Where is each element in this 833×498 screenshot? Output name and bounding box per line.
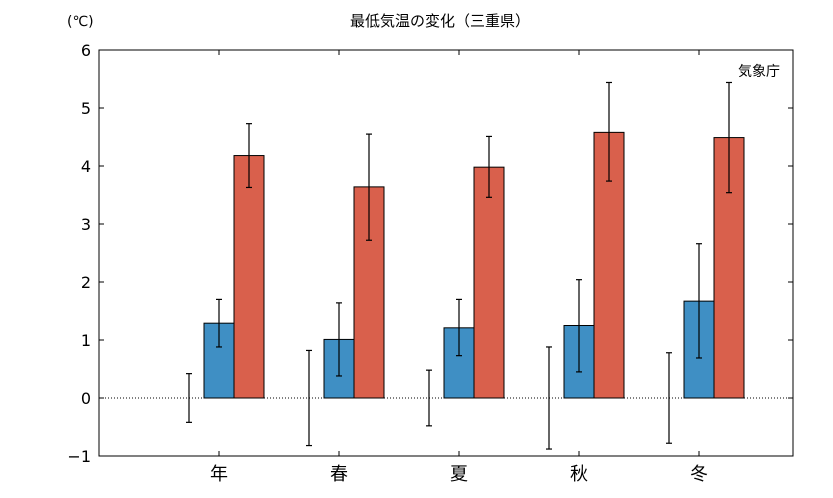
y-axis: −1 0 1 2 3 4 5 6 — [67, 41, 793, 466]
x-tick-label: 春 — [330, 464, 348, 485]
y-unit-label: (℃) — [67, 14, 94, 30]
plot-frame — [98, 49, 794, 457]
bars — [186, 81, 745, 450]
x-tick-label: 冬 — [690, 464, 708, 485]
source-label: 気象庁 — [738, 64, 780, 80]
bar-series3 — [233, 155, 265, 399]
bar-series3 — [473, 166, 505, 399]
y-tick-label: −1 — [67, 447, 91, 466]
chart-title: 最低気温の変化（三重県） — [350, 12, 530, 30]
y-tick-label: 1 — [81, 331, 91, 350]
y-tick-label: 4 — [81, 157, 91, 176]
x-tick-label: 夏 — [450, 464, 468, 485]
x-axis: 年春夏秋冬 — [210, 50, 708, 485]
y-tick-label: 3 — [81, 215, 91, 234]
y-tick-label: 5 — [81, 99, 91, 118]
y-tick-label: 2 — [81, 273, 91, 292]
x-tick-label: 秋 — [570, 464, 588, 485]
y-tick-label: 0 — [81, 389, 91, 408]
y-tick-label: 6 — [81, 41, 91, 60]
x-tick-label: 年 — [210, 464, 228, 485]
